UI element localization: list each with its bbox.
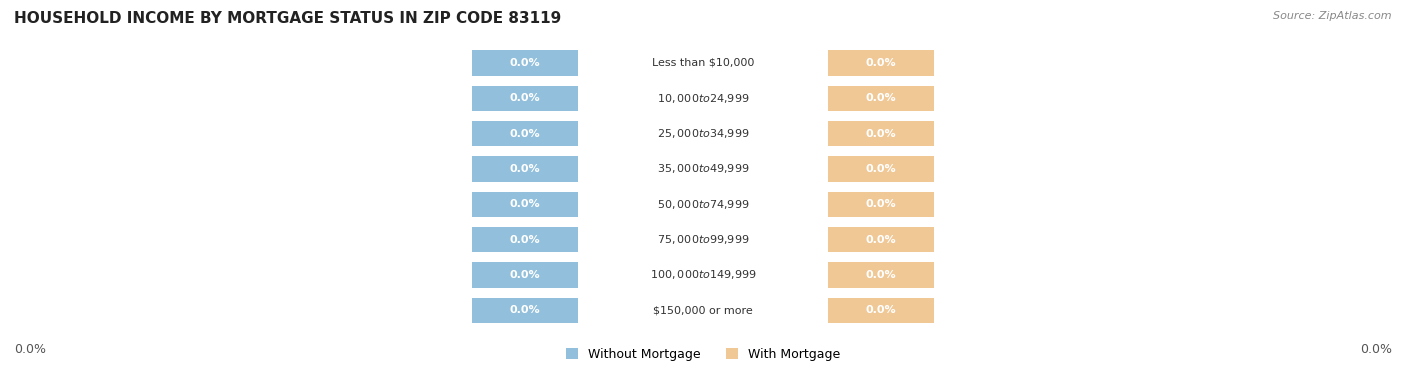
Text: 0.0%: 0.0% xyxy=(14,343,46,356)
FancyBboxPatch shape xyxy=(464,48,586,78)
Text: Source: ZipAtlas.com: Source: ZipAtlas.com xyxy=(1274,11,1392,21)
Text: $25,000 to $34,999: $25,000 to $34,999 xyxy=(657,127,749,140)
FancyBboxPatch shape xyxy=(820,225,942,254)
FancyBboxPatch shape xyxy=(820,48,942,78)
Text: 0.0%: 0.0% xyxy=(866,234,896,245)
Text: $50,000 to $74,999: $50,000 to $74,999 xyxy=(657,198,749,211)
FancyBboxPatch shape xyxy=(464,190,586,219)
Text: 0.0%: 0.0% xyxy=(866,129,896,139)
FancyBboxPatch shape xyxy=(464,154,586,184)
Text: Less than $10,000: Less than $10,000 xyxy=(652,58,754,68)
Text: HOUSEHOLD INCOME BY MORTGAGE STATUS IN ZIP CODE 83119: HOUSEHOLD INCOME BY MORTGAGE STATUS IN Z… xyxy=(14,11,561,26)
FancyBboxPatch shape xyxy=(574,226,832,253)
Text: $75,000 to $99,999: $75,000 to $99,999 xyxy=(657,233,749,246)
Text: 0.0%: 0.0% xyxy=(1360,343,1392,356)
FancyBboxPatch shape xyxy=(820,83,942,113)
Text: 0.0%: 0.0% xyxy=(510,129,540,139)
FancyBboxPatch shape xyxy=(574,261,832,289)
Text: 0.0%: 0.0% xyxy=(866,93,896,103)
FancyBboxPatch shape xyxy=(464,119,586,149)
FancyBboxPatch shape xyxy=(574,297,832,324)
Text: 0.0%: 0.0% xyxy=(510,58,540,68)
FancyBboxPatch shape xyxy=(820,190,942,219)
FancyBboxPatch shape xyxy=(820,296,942,325)
Text: 0.0%: 0.0% xyxy=(866,58,896,68)
Text: 0.0%: 0.0% xyxy=(866,305,896,315)
FancyBboxPatch shape xyxy=(820,154,942,184)
FancyBboxPatch shape xyxy=(464,225,586,254)
Text: 0.0%: 0.0% xyxy=(510,199,540,209)
FancyBboxPatch shape xyxy=(574,49,832,77)
FancyBboxPatch shape xyxy=(574,120,832,147)
FancyBboxPatch shape xyxy=(574,190,832,218)
FancyBboxPatch shape xyxy=(574,84,832,112)
FancyBboxPatch shape xyxy=(820,260,942,290)
Text: 0.0%: 0.0% xyxy=(510,93,540,103)
Text: 0.0%: 0.0% xyxy=(510,164,540,174)
Text: $150,000 or more: $150,000 or more xyxy=(654,305,752,315)
Text: 0.0%: 0.0% xyxy=(510,234,540,245)
FancyBboxPatch shape xyxy=(464,296,586,325)
Text: 0.0%: 0.0% xyxy=(510,305,540,315)
Text: 0.0%: 0.0% xyxy=(866,164,896,174)
Text: $35,000 to $49,999: $35,000 to $49,999 xyxy=(657,162,749,175)
Text: 0.0%: 0.0% xyxy=(866,199,896,209)
Text: $100,000 to $149,999: $100,000 to $149,999 xyxy=(650,268,756,282)
FancyBboxPatch shape xyxy=(464,83,586,113)
Text: 0.0%: 0.0% xyxy=(510,270,540,280)
FancyBboxPatch shape xyxy=(464,260,586,290)
FancyBboxPatch shape xyxy=(820,119,942,149)
Text: $10,000 to $24,999: $10,000 to $24,999 xyxy=(657,92,749,105)
FancyBboxPatch shape xyxy=(574,155,832,183)
Text: 0.0%: 0.0% xyxy=(866,270,896,280)
Legend: Without Mortgage, With Mortgage: Without Mortgage, With Mortgage xyxy=(565,348,841,361)
